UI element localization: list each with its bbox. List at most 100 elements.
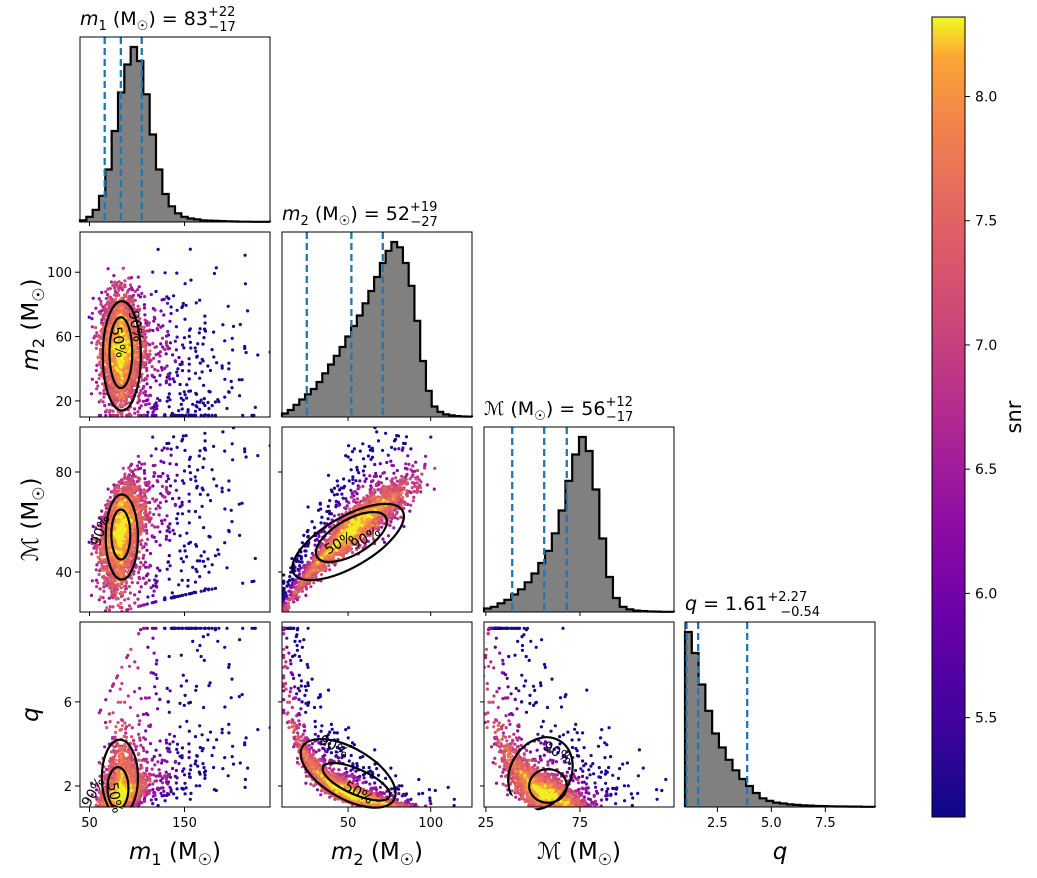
scatter-point xyxy=(128,318,132,322)
scatter-point xyxy=(231,324,236,328)
scatter-point xyxy=(244,455,248,459)
scatter-point xyxy=(141,490,145,494)
scatter-point xyxy=(152,315,156,319)
scatter-point xyxy=(137,285,141,289)
scatter-point xyxy=(143,462,147,466)
scatter-point xyxy=(112,613,115,616)
scatter-point xyxy=(197,331,201,335)
scatter-point xyxy=(179,402,183,406)
scatter-point xyxy=(112,613,115,616)
scatter-point xyxy=(166,560,170,564)
scatter-point xyxy=(180,439,184,443)
scatter-point xyxy=(162,313,166,317)
scatter-point xyxy=(136,304,140,308)
scatter-point xyxy=(203,564,207,568)
scatter-point xyxy=(194,349,198,353)
scatter-point xyxy=(210,348,214,352)
scatter-point xyxy=(148,507,152,511)
scatter-point xyxy=(203,587,207,591)
scatter-point xyxy=(136,275,140,279)
scatter-point xyxy=(147,565,151,569)
scatter-point xyxy=(195,484,199,488)
scatter-point xyxy=(106,287,110,291)
scatter-point xyxy=(237,378,241,382)
scatter-point xyxy=(99,337,103,341)
scatter-point xyxy=(167,405,171,409)
scatter-point xyxy=(154,353,158,357)
scatter-point xyxy=(100,509,104,513)
scatter-point xyxy=(148,385,153,389)
scatter-point xyxy=(146,572,150,576)
scatter-point xyxy=(206,400,210,405)
scatter-point xyxy=(165,567,169,571)
scatter-point xyxy=(113,280,117,284)
scatter-point xyxy=(195,559,199,563)
scatter-point xyxy=(137,570,141,575)
scatter-point xyxy=(140,505,144,510)
scatter-point xyxy=(199,413,203,417)
scatter-point xyxy=(241,413,245,417)
scatter-point xyxy=(183,393,187,397)
scatter-point xyxy=(111,413,115,417)
scatter-point xyxy=(126,597,130,601)
scatter-point xyxy=(91,296,95,300)
scatter-point xyxy=(108,321,112,325)
scatter-point xyxy=(212,271,216,276)
scatter-point xyxy=(278,370,281,373)
scatter-point xyxy=(202,336,206,340)
scatter-point xyxy=(174,325,178,329)
scatter-point xyxy=(90,325,94,329)
scatter-point xyxy=(145,528,149,533)
scatter-point xyxy=(133,341,137,345)
scatter-point xyxy=(160,448,164,452)
scatter-point xyxy=(108,324,112,328)
scatter-point xyxy=(241,581,245,585)
scatter-point xyxy=(119,335,123,339)
scatter-point xyxy=(143,503,147,507)
scatter-point xyxy=(103,304,107,308)
scatter-point xyxy=(111,409,115,413)
scatter-point xyxy=(138,567,142,571)
scatter-point xyxy=(147,394,151,398)
scatter-point xyxy=(157,360,161,364)
scatter-point xyxy=(165,490,170,494)
scatter-point xyxy=(144,346,148,350)
scatter-point xyxy=(223,395,227,399)
scatter-point xyxy=(240,378,244,382)
scatter-point xyxy=(202,550,206,554)
scatter-point xyxy=(123,598,127,602)
scatter-point xyxy=(156,566,160,570)
scatter-point xyxy=(99,398,103,402)
scatter-point xyxy=(164,534,169,539)
scatter-point xyxy=(172,435,176,439)
scatter-point xyxy=(95,331,99,335)
scatter-point xyxy=(210,587,214,591)
scatter-point xyxy=(159,459,163,463)
scatter-point xyxy=(187,413,191,417)
scatter-point xyxy=(133,298,137,302)
scatter-point xyxy=(153,578,157,582)
scatter-point xyxy=(179,396,183,400)
scatter-point xyxy=(185,531,189,535)
scatter-point xyxy=(155,407,159,411)
scatter-point xyxy=(196,468,200,472)
scatter-point xyxy=(136,342,140,346)
scatter-point xyxy=(130,294,135,298)
scatter-point xyxy=(212,477,216,481)
scatter-point xyxy=(145,548,149,552)
scatter-point xyxy=(160,365,164,370)
scatter-point xyxy=(103,307,107,311)
scatter-point xyxy=(198,327,202,331)
scatter-point xyxy=(105,408,109,412)
scatter-point xyxy=(124,293,128,297)
scatter-point xyxy=(113,288,117,292)
scatter-point xyxy=(240,501,244,505)
scatter-point xyxy=(223,339,227,343)
scatter-point xyxy=(157,513,161,517)
scatter-point xyxy=(133,468,137,472)
scatter-point xyxy=(160,484,165,488)
scatter-point xyxy=(164,424,167,427)
scatter-point xyxy=(90,311,94,315)
scatter-point xyxy=(198,515,202,519)
scatter-point xyxy=(111,383,115,387)
